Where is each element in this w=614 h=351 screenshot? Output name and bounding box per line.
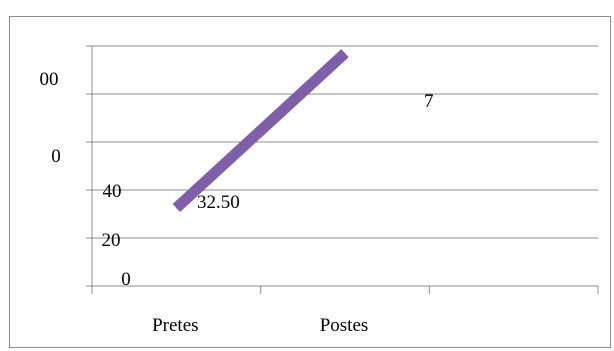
data-labels: 32.50 7	[197, 91, 434, 213]
chart-frame	[9, 16, 611, 348]
y-tick-label: 40	[103, 181, 122, 202]
y-tick-label: 0	[121, 269, 131, 290]
data-label: 7	[424, 91, 434, 112]
axes	[86, 46, 599, 294]
series-group	[172, 49, 349, 213]
series-line	[172, 49, 349, 213]
x-tick-label: Postes	[320, 315, 369, 336]
data-label: 32.50	[197, 192, 240, 213]
x-tick-label: Pretes	[152, 315, 198, 336]
data-point	[175, 207, 177, 209]
data-point	[344, 52, 346, 54]
y-tick-label: 00	[40, 69, 59, 90]
gridlines	[86, 45, 598, 239]
y-tick-label: 0	[51, 146, 61, 167]
y-tick-label: 20	[102, 230, 121, 251]
x-tick-labels: Pretes Postes	[152, 315, 368, 336]
